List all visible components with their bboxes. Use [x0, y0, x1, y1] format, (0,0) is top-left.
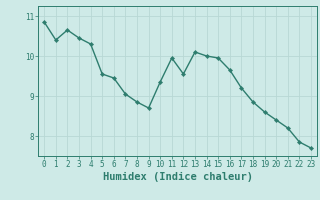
- X-axis label: Humidex (Indice chaleur): Humidex (Indice chaleur): [103, 172, 252, 182]
